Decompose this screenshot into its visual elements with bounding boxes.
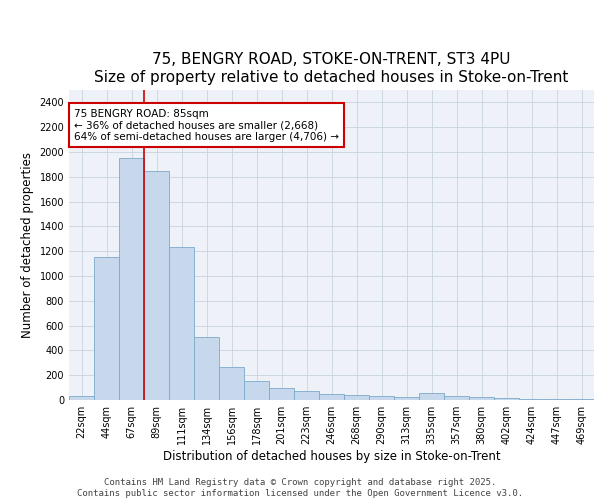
Bar	[369, 396, 394, 400]
Y-axis label: Number of detached properties: Number of detached properties	[21, 152, 34, 338]
Bar	[444, 396, 469, 400]
Bar	[144, 170, 169, 400]
Bar	[469, 397, 494, 400]
X-axis label: Distribution of detached houses by size in Stoke-on-Trent: Distribution of detached houses by size …	[163, 450, 500, 463]
Bar	[319, 394, 344, 400]
Bar	[419, 393, 444, 400]
Bar	[219, 366, 244, 400]
Bar	[194, 337, 219, 400]
Bar	[294, 392, 319, 400]
Bar	[69, 396, 94, 400]
Text: Contains HM Land Registry data © Crown copyright and database right 2025.
Contai: Contains HM Land Registry data © Crown c…	[77, 478, 523, 498]
Bar	[169, 248, 194, 400]
Bar	[394, 396, 419, 400]
Bar	[119, 158, 144, 400]
Bar	[269, 388, 294, 400]
Bar	[494, 398, 519, 400]
Bar	[94, 258, 119, 400]
Bar	[519, 399, 544, 400]
Bar	[244, 381, 269, 400]
Bar	[344, 396, 369, 400]
Text: 75 BENGRY ROAD: 85sqm
← 36% of detached houses are smaller (2,668)
64% of semi-d: 75 BENGRY ROAD: 85sqm ← 36% of detached …	[74, 108, 339, 142]
Title: 75, BENGRY ROAD, STOKE-ON-TRENT, ST3 4PU
Size of property relative to detached h: 75, BENGRY ROAD, STOKE-ON-TRENT, ST3 4PU…	[94, 52, 569, 84]
